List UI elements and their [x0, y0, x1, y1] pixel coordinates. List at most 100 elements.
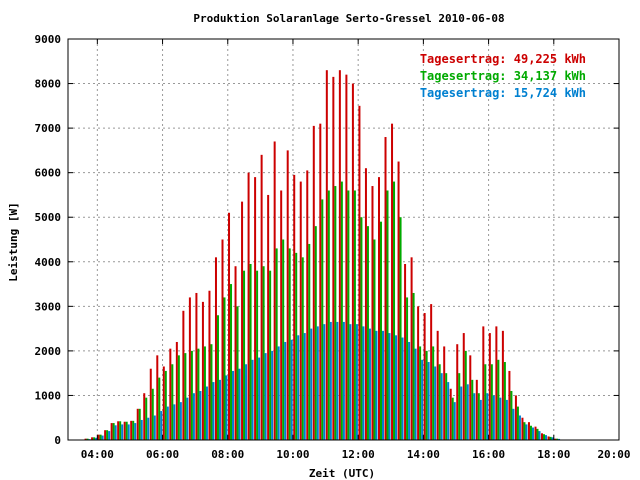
bar-0: [391, 123, 394, 441]
bar-1: [556, 438, 559, 440]
bar-2: [401, 337, 404, 440]
bar-1: [138, 408, 141, 440]
bar-2: [101, 435, 104, 440]
bar-1: [393, 181, 396, 441]
bar-1: [230, 284, 233, 440]
bar-0: [514, 395, 517, 440]
bar-0: [534, 426, 537, 440]
bar-2: [505, 399, 508, 440]
bar-1: [106, 430, 109, 440]
bar-1: [373, 239, 376, 440]
bar-0: [91, 437, 94, 440]
bar-2: [342, 321, 345, 440]
bar-1: [288, 248, 291, 440]
bar-1: [210, 344, 213, 440]
x-tick-label: 04:00: [81, 448, 114, 461]
bar-2: [238, 368, 241, 440]
bar-2: [414, 348, 417, 440]
bar-2: [297, 335, 300, 440]
bar-1: [203, 346, 206, 440]
bar-0: [156, 355, 159, 440]
bar-0: [430, 304, 433, 440]
bar-0: [149, 368, 152, 440]
bar-2: [179, 402, 182, 440]
bar-2: [492, 395, 495, 440]
bar-0: [195, 292, 198, 440]
bar-0: [338, 70, 341, 440]
bar-2: [95, 437, 98, 440]
bar-1: [236, 306, 239, 440]
bar-2: [108, 431, 111, 440]
x-tick-label: 06:00: [146, 448, 179, 461]
bar-2: [140, 419, 143, 440]
bar-0: [267, 194, 270, 440]
bar-1: [536, 428, 539, 440]
bar-1: [158, 377, 161, 440]
bar-1: [301, 257, 304, 440]
bar-0: [234, 266, 237, 440]
bar-1: [216, 315, 219, 440]
y-tick-label: 3000: [35, 300, 62, 313]
bar-0: [469, 355, 472, 440]
bar-0: [208, 290, 211, 440]
x-tick-label: 12:00: [342, 448, 375, 461]
x-tick-label: 18:00: [537, 448, 570, 461]
bar-0: [554, 438, 557, 440]
bar-1: [516, 406, 519, 440]
bar-2: [134, 423, 137, 440]
bar-0: [319, 123, 322, 441]
bar-0: [130, 420, 133, 440]
bar-1: [438, 364, 441, 440]
bar-0: [104, 430, 107, 440]
bar-0: [384, 137, 387, 440]
bar-0: [175, 341, 178, 440]
bar-1: [490, 364, 493, 440]
bar-1: [99, 434, 102, 440]
bar-1: [249, 264, 252, 440]
bar-0: [482, 326, 485, 440]
plot-area-frame: [67, 38, 620, 441]
bar-2: [551, 437, 554, 440]
bar-2: [232, 370, 235, 440]
bar-0: [462, 333, 465, 440]
legend-entry: Tagesertrag: 34,137 kWh: [420, 69, 586, 83]
bar-0: [423, 313, 426, 440]
bar-1: [399, 217, 402, 440]
bar-0: [377, 177, 380, 440]
bar-0: [110, 423, 113, 440]
bar-1: [223, 297, 226, 440]
bar-1: [164, 370, 167, 440]
bar-0: [358, 105, 361, 440]
bar-0: [404, 264, 407, 440]
bar-2: [368, 328, 371, 440]
bar-1: [529, 425, 532, 440]
bar-0: [143, 393, 146, 440]
bar-1: [314, 226, 317, 440]
bar-2: [251, 359, 254, 440]
x-tick-label: 10:00: [276, 448, 309, 461]
bar-0: [293, 174, 296, 440]
bar-0: [417, 306, 420, 440]
bar-0: [221, 239, 224, 440]
bar-0: [541, 433, 544, 440]
bar-0: [488, 333, 491, 440]
bar-1: [243, 270, 246, 440]
bar-1: [93, 437, 96, 440]
bar-0: [214, 257, 217, 440]
bar-2: [316, 326, 319, 440]
bar-1: [151, 388, 154, 440]
legend-entry: Tagesertrag: 49,225 kWh: [420, 52, 586, 66]
bar-0: [501, 330, 504, 440]
x-tick-label: 16:00: [472, 448, 505, 461]
bar-2: [558, 438, 561, 440]
bar-1: [419, 346, 422, 440]
bar-2: [512, 408, 515, 440]
bar-2: [153, 415, 156, 440]
bar-2: [264, 353, 267, 440]
bar-0: [273, 141, 276, 440]
bar-2: [121, 424, 124, 440]
bar-2: [466, 384, 469, 440]
bar-0: [299, 181, 302, 441]
bar-0: [280, 190, 283, 440]
bar-1: [425, 350, 428, 440]
